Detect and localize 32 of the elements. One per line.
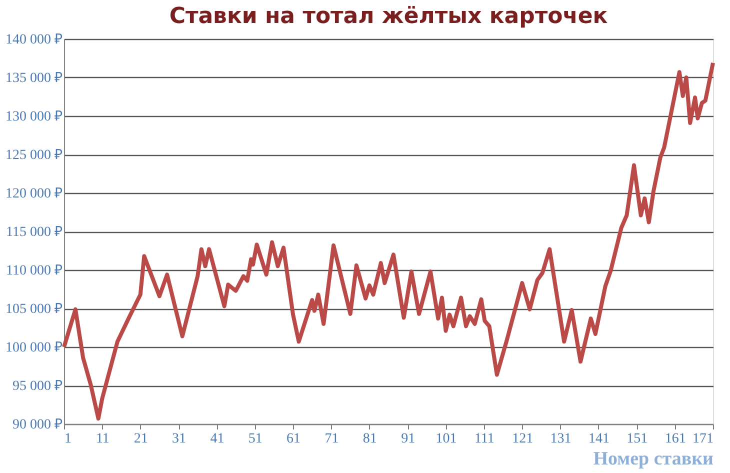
- y-tick-label: 140 000 ₽: [6, 32, 62, 48]
- x-tick-label: 51: [248, 432, 262, 446]
- line-series: [62, 60, 715, 421]
- y-tick-label: 130 000 ₽: [6, 110, 62, 124]
- y-tick-label: 125 000 ₽: [6, 148, 62, 163]
- x-tick-label: 31: [172, 432, 186, 446]
- x-tick-label: 121: [512, 432, 534, 446]
- y-tick-label: 105 000 ₽: [6, 302, 62, 317]
- x-tick-label: 81: [362, 432, 377, 446]
- x-tick-label: 61: [286, 432, 301, 446]
- y-tick-label: 120 000 ₽: [6, 186, 62, 202]
- x-tick-label: 151: [626, 432, 648, 446]
- x-tick-label: 91: [401, 432, 416, 446]
- x-tick-label: 1: [64, 432, 72, 446]
- x-tick-label: 161: [664, 432, 686, 446]
- y-tick-label: 90 000 ₽: [12, 418, 62, 432]
- x-tick-label: 131: [550, 432, 572, 446]
- y-tick-label: 135 000 ₽: [6, 71, 62, 86]
- x-tick-label: 101: [436, 432, 457, 446]
- x-tick-label: 111: [474, 432, 494, 446]
- x-tick-label: 171: [692, 432, 714, 446]
- x-axis-title: Номер ставки: [593, 448, 714, 470]
- y-tick-label: 100 000 ₽: [6, 340, 62, 356]
- chart-title: Ставки на тотал жёлтых карточек: [169, 4, 608, 29]
- y-tick-label: 115 000 ₽: [6, 225, 62, 240]
- x-tick-label: 11: [96, 432, 110, 446]
- x-tick-label: 41: [210, 432, 224, 446]
- x-tick-label: 21: [134, 432, 148, 446]
- y-tick-label: 110 000 ₽: [6, 264, 62, 278]
- x-tick-label: 71: [324, 432, 339, 446]
- x-tick-label: 141: [588, 432, 610, 446]
- y-tick-label: 95 000 ₽: [12, 379, 62, 394]
